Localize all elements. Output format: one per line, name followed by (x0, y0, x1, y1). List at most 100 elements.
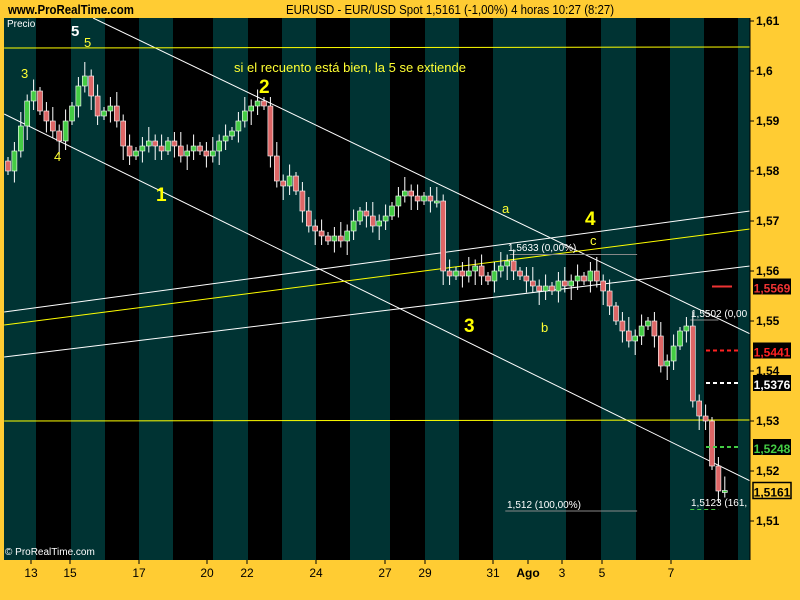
candle-down (529, 280, 536, 287)
candle-down (408, 190, 415, 197)
candle-down (581, 275, 587, 282)
candle-down (485, 275, 491, 282)
wave-label-b: b (541, 320, 549, 335)
wave-label-1: 1 (156, 185, 167, 206)
candle-down (325, 235, 331, 242)
candle-down (715, 465, 722, 492)
session-stripe (738, 18, 750, 560)
candle-down (613, 305, 619, 322)
candle-down (363, 210, 370, 217)
candle-up (235, 120, 242, 132)
candle-down (88, 75, 94, 97)
x-tick-label: 27 (378, 566, 392, 580)
candle-down (267, 105, 274, 157)
price-marker-box (753, 439, 791, 455)
candle-up (11, 150, 18, 172)
candle-up (638, 325, 645, 337)
candle-down (696, 400, 703, 417)
candle-up (107, 105, 114, 112)
session-stripe (139, 18, 173, 560)
y-axis: 1,5569 1,5441 1,5376 1,5248 1,5161 1,61 1,6 1,5… (749, 14, 792, 560)
fib-label-1-5123: 1,5123 (161, (691, 498, 748, 509)
candle-up (350, 220, 357, 232)
candle-up (677, 330, 683, 347)
fib-label-1-5633: 1,5633 (0,00%) (508, 243, 577, 254)
y-tick-label: 1,61 (756, 14, 780, 28)
x-tick-label: 24 (309, 566, 323, 580)
candle-up (568, 280, 575, 287)
candle-up (401, 190, 408, 197)
candle-down (37, 90, 43, 112)
candle-down (427, 195, 434, 202)
chart-title: EURUSD - EUR/USD Spot 1,5161 (-1,00%) 4 … (286, 2, 615, 17)
candle-up (222, 135, 229, 142)
candle-up (184, 150, 190, 157)
wave-label-3-minor: 3 (21, 66, 29, 81)
candle-up (248, 105, 254, 112)
candle-down (709, 420, 715, 467)
x-tick-label: 29 (418, 566, 432, 580)
x-tick-label: 22 (240, 566, 254, 580)
session-stripe (213, 18, 248, 560)
x-tick-label: 20 (200, 566, 214, 580)
price-marker-box (753, 278, 791, 295)
candle-up (555, 280, 562, 292)
candle-up (344, 230, 351, 242)
price-markers (706, 285, 738, 448)
candle-down (536, 285, 543, 292)
candle-down (593, 270, 600, 282)
session-stripe (425, 18, 459, 560)
candle-up (331, 235, 338, 242)
candle-down (651, 320, 658, 337)
candle-down (517, 270, 523, 277)
candle-down (549, 285, 555, 292)
price-marker-label: 1,5441 (754, 346, 791, 360)
candle-up (497, 265, 504, 272)
price-marker-box (752, 481, 792, 500)
fib-levels (505, 254, 719, 512)
yellow-trendline (4, 46, 750, 49)
y-tick-label: 1,53 (756, 414, 780, 428)
candle-up (670, 345, 677, 362)
wave-label-4-minor: 4 (54, 149, 62, 164)
y-tick-label: 1,59 (756, 114, 780, 128)
wave-label-2: 2 (259, 77, 270, 98)
site-name: www.ProRealTime.com (8, 2, 134, 17)
candle-down (369, 215, 376, 227)
x-tick-label: 7 (668, 566, 675, 580)
annotation-note: si el recuento está bien, la 5 se extien… (234, 60, 466, 75)
candle-down (446, 270, 453, 277)
wave-label-5-minor: 5 (84, 35, 92, 50)
y-axis-title: Precio (7, 19, 36, 30)
candle-down (126, 145, 133, 157)
candle-down (689, 325, 696, 402)
candle-up (165, 140, 171, 152)
candle-up (683, 325, 690, 332)
x-tick-label: 3 (559, 566, 566, 580)
candle-down (459, 270, 466, 277)
candle-up (229, 130, 235, 137)
candle-down (625, 330, 632, 342)
candle-down (197, 145, 203, 152)
price-marker-label: 1,5569 (754, 282, 791, 296)
session-stripe (601, 18, 636, 560)
candle-up (542, 285, 549, 292)
candle-down (702, 415, 709, 422)
x-tick-label: 13 (24, 566, 38, 580)
candle-up (587, 270, 594, 282)
candle-up (504, 260, 511, 267)
candle-down (171, 140, 178, 147)
candle-up (421, 195, 427, 202)
session-stripe (350, 18, 390, 560)
candle-up (645, 320, 651, 327)
candle-up (82, 75, 88, 87)
candle-down (523, 275, 530, 282)
candle-down (49, 120, 56, 132)
candle-down (273, 155, 280, 182)
candle-down (305, 210, 312, 227)
copyright: © ProRealTime.com (5, 547, 95, 558)
price-marker-label: 1,5376 (754, 378, 791, 392)
session-stripe (493, 18, 566, 560)
x-axis: 13 15 17 20 22 24 27 29 31 Ago 3 5 7 (24, 560, 675, 580)
